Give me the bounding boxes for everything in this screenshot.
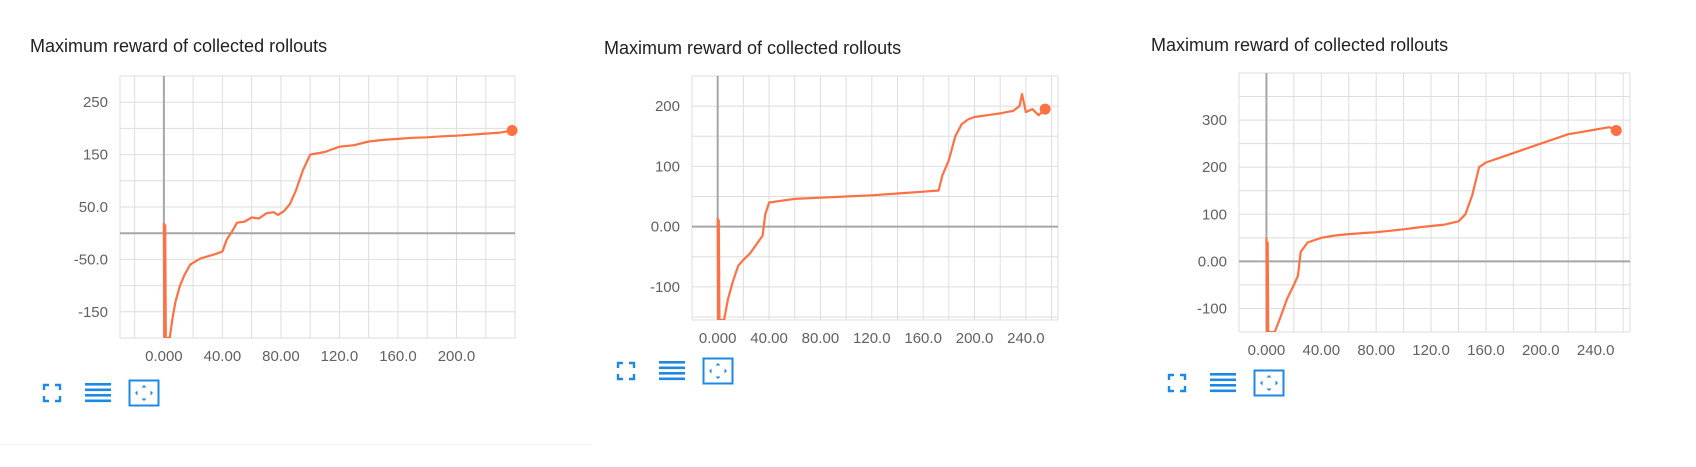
x-tick-label: 200.0 — [956, 330, 994, 347]
chart-title: Maximum reward of collected rollouts — [30, 36, 328, 56]
x-tick-label: 160.0 — [904, 330, 942, 347]
grid — [691, 75, 1059, 321]
chart-toolbar — [611, 357, 734, 385]
x-tick-label: 40.00 — [750, 330, 788, 347]
x-tick-label: 0.000 — [1248, 342, 1286, 359]
divider — [0, 444, 590, 445]
x-tick-label: 80.00 — [1357, 342, 1395, 359]
line-chart: 0.000 40.00 80.00 120.0 160.0 200.0 240.0 200 10… — [650, 75, 1059, 347]
y-tick-label: -150 — [78, 304, 108, 321]
fullscreen-icon — [615, 360, 637, 382]
series-line — [716, 92, 1046, 320]
series-line — [1265, 126, 1617, 332]
y-tick-label: 250 — [83, 94, 108, 111]
x-tick-label: 0.000 — [699, 330, 737, 347]
toggle-list-button[interactable] — [657, 357, 687, 385]
x-tick-label: 240.0 — [1007, 330, 1045, 347]
toggle-list-button[interactable] — [83, 379, 113, 407]
chart-toolbar — [37, 379, 160, 407]
chart-title: Maximum reward of collected rollouts — [604, 38, 902, 58]
x-tick-label: 80.00 — [262, 348, 300, 365]
fit-domain-icon — [128, 379, 160, 407]
grid — [1238, 72, 1631, 333]
last-point-marker — [1610, 124, 1622, 136]
line-chart: 0.000 40.00 80.00 120.0 160.0 200.0 250 150 50.0… — [74, 75, 518, 365]
series-line — [162, 129, 513, 338]
fit-domain-icon — [702, 357, 734, 385]
y-tick-label: 200 — [1202, 159, 1227, 176]
list-icon — [1209, 371, 1237, 395]
fullscreen-icon — [41, 382, 63, 404]
y-tick-label: 200 — [655, 98, 680, 115]
fullscreen-icon — [1166, 372, 1188, 394]
y-tick-label: 150 — [83, 147, 108, 164]
grid — [119, 75, 516, 339]
toggle-list-button[interactable] — [1208, 369, 1238, 397]
y-tick-label: 100 — [655, 158, 680, 175]
fit-domain-button[interactable] — [128, 379, 160, 407]
y-tick-label: 0.00 — [651, 219, 680, 236]
x-tick-label: 40.00 — [1303, 342, 1341, 359]
y-tick-label: 100 — [1202, 206, 1227, 223]
fullscreen-button[interactable] — [611, 357, 641, 385]
x-tick-label: 200.0 — [1522, 342, 1560, 359]
x-tick-label: 200.0 — [438, 348, 476, 365]
fit-domain-button[interactable] — [702, 357, 734, 385]
x-tick-label: 40.00 — [204, 348, 242, 365]
y-tick-label: 50.0 — [79, 199, 108, 216]
y-tick-label: -100 — [650, 279, 680, 296]
x-tick-label: 240.0 — [1577, 342, 1615, 359]
x-tick-label: 0.000 — [145, 348, 183, 365]
x-tick-label: 80.00 — [802, 330, 840, 347]
fit-domain-button[interactable] — [1253, 369, 1285, 397]
y-tick-label: 300 — [1202, 112, 1227, 129]
last-point-marker — [506, 124, 518, 136]
y-tick-label: -50.0 — [74, 251, 108, 268]
x-tick-label: 120.0 — [853, 330, 891, 347]
fullscreen-button[interactable] — [1162, 369, 1192, 397]
x-tick-label: 120.0 — [1412, 342, 1450, 359]
fullscreen-button[interactable] — [37, 379, 67, 407]
y-tick-label: -100 — [1197, 300, 1227, 317]
line-chart: 0.000 40.00 80.00 120.0 160.0 200.0 240.0 300 20… — [1197, 72, 1631, 359]
chart-toolbar — [1162, 369, 1285, 397]
y-tick-label: 0.00 — [1198, 253, 1227, 270]
x-tick-label: 160.0 — [1467, 342, 1505, 359]
list-icon — [84, 381, 112, 405]
last-point-marker — [1039, 103, 1051, 115]
list-icon — [658, 359, 686, 383]
chart-title: Maximum reward of collected rollouts — [1151, 35, 1449, 55]
x-tick-label: 120.0 — [321, 348, 359, 365]
x-tick-label: 160.0 — [379, 348, 417, 365]
fit-domain-icon — [1253, 369, 1285, 397]
